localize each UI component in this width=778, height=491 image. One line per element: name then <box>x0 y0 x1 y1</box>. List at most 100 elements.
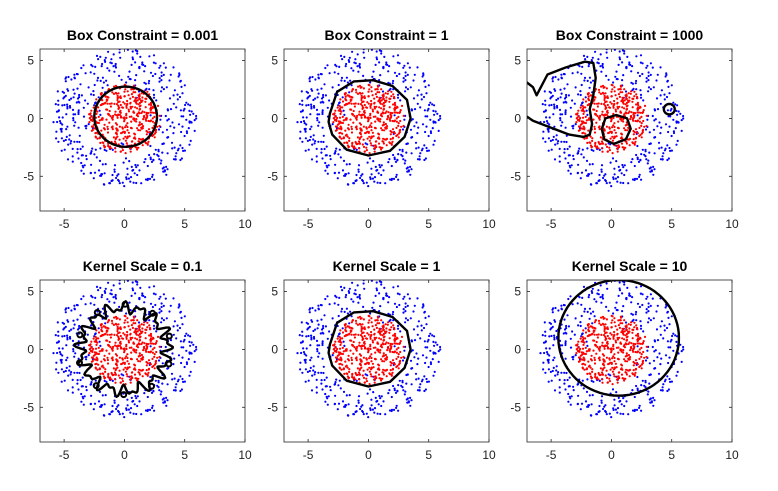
point-outer <box>572 385 575 388</box>
point-outer <box>563 318 566 321</box>
point-inner <box>346 372 349 375</box>
point-outer <box>304 380 307 383</box>
point-outer <box>358 62 361 66</box>
point-inner <box>397 122 400 125</box>
point-outer <box>117 179 120 183</box>
point-inner <box>640 122 643 125</box>
point-inner <box>124 319 127 322</box>
point-outer <box>333 302 336 305</box>
point-outer <box>324 169 327 172</box>
point-outer <box>355 148 358 151</box>
point-inner <box>354 319 358 322</box>
point-outer <box>135 181 138 185</box>
point-inner <box>90 115 93 118</box>
point-outer <box>383 286 386 289</box>
point-inner <box>131 376 134 380</box>
point-outer <box>340 79 343 82</box>
point-outer <box>312 369 315 372</box>
point-inner <box>138 328 141 331</box>
point-inner <box>382 107 386 111</box>
point-outer <box>361 410 364 414</box>
point-outer <box>638 74 642 78</box>
point-inner <box>335 350 338 353</box>
point-inner <box>397 355 400 358</box>
point-outer <box>103 403 106 406</box>
point-outer <box>381 90 385 93</box>
point-outer <box>379 181 382 185</box>
point-outer <box>60 128 63 132</box>
point-outer <box>617 165 620 168</box>
point-outer <box>66 338 69 341</box>
point-inner <box>370 317 373 320</box>
point-inner <box>397 346 400 349</box>
point-inner <box>371 325 374 328</box>
point-outer <box>324 66 327 70</box>
point-outer <box>429 362 433 366</box>
point-inner <box>375 336 378 339</box>
point-outer <box>553 158 557 161</box>
point-outer <box>157 155 160 158</box>
point-outer <box>396 61 399 64</box>
point-outer <box>141 292 144 295</box>
point-inner <box>350 362 354 365</box>
point-outer <box>329 158 332 161</box>
subplot-title: Kernel Scale = 0.1 <box>83 258 203 274</box>
point-inner <box>390 95 393 98</box>
point-outer <box>122 374 125 377</box>
point-outer <box>78 93 81 97</box>
point-inner <box>106 333 109 336</box>
point-inner <box>348 332 351 335</box>
point-outer <box>100 174 103 177</box>
point-outer <box>565 140 568 144</box>
point-outer <box>591 163 594 166</box>
point-outer <box>680 350 683 353</box>
point-inner <box>393 120 396 123</box>
point-inner <box>615 366 618 369</box>
point-outer <box>143 392 146 395</box>
point-outer <box>611 388 615 391</box>
point-outer <box>544 99 547 102</box>
point-inner <box>383 123 386 126</box>
point-outer <box>136 52 139 55</box>
point-outer <box>408 66 411 69</box>
point-outer <box>616 309 619 312</box>
point-outer <box>616 78 619 81</box>
point-inner <box>128 115 131 118</box>
point-outer <box>668 323 671 326</box>
point-inner <box>627 92 630 95</box>
point-inner <box>628 144 631 147</box>
point-inner <box>360 325 363 328</box>
point-outer <box>337 314 340 318</box>
point-outer <box>639 320 642 323</box>
point-outer <box>193 129 196 132</box>
point-inner <box>397 353 400 356</box>
point-outer <box>114 297 118 300</box>
point-inner <box>103 376 107 379</box>
point-inner <box>384 122 387 126</box>
point-inner <box>626 129 629 132</box>
boundary-island <box>120 391 128 399</box>
point-outer <box>55 137 58 140</box>
point-inner <box>351 319 354 322</box>
point-inner <box>346 141 349 144</box>
point-inner <box>155 350 158 354</box>
point-outer <box>66 389 70 392</box>
point-inner <box>100 365 103 368</box>
point-inner <box>149 120 152 123</box>
point-outer <box>660 146 663 149</box>
point-outer <box>105 149 108 152</box>
point-inner <box>598 128 601 131</box>
point-outer <box>572 124 575 127</box>
point-inner <box>126 360 129 363</box>
point-inner <box>582 112 585 115</box>
y-tick-label: -5 <box>510 169 521 183</box>
point-outer <box>310 338 313 341</box>
point-inner <box>122 368 125 371</box>
point-inner <box>379 377 382 380</box>
point-outer <box>545 120 549 123</box>
point-inner <box>585 137 588 140</box>
point-inner <box>380 343 383 346</box>
point-outer <box>432 374 435 377</box>
point-outer <box>560 124 563 127</box>
point-outer <box>345 394 348 397</box>
